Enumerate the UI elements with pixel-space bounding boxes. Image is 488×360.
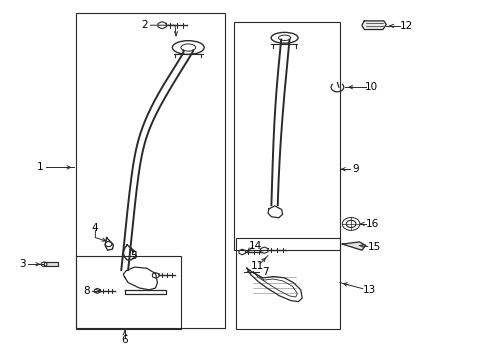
Text: 13: 13	[362, 285, 375, 295]
Text: 8: 8	[82, 286, 89, 296]
Text: 4: 4	[91, 223, 98, 233]
Bar	[236, 238, 340, 329]
Text: 3: 3	[19, 259, 25, 269]
Bar	[76, 256, 181, 329]
Text: 16: 16	[365, 219, 379, 229]
Polygon shape	[361, 21, 386, 30]
Text: 12: 12	[399, 21, 413, 31]
Text: 14: 14	[248, 240, 262, 251]
Text: 11: 11	[250, 261, 264, 271]
Text: 10: 10	[365, 82, 377, 92]
Polygon shape	[342, 242, 365, 250]
Text: 2: 2	[141, 20, 147, 30]
Text: 7: 7	[261, 267, 268, 277]
Bar	[76, 13, 224, 328]
Text: 6: 6	[121, 335, 128, 345]
Text: 5: 5	[129, 251, 136, 261]
Text: 15: 15	[366, 242, 380, 252]
Text: 9: 9	[351, 164, 358, 174]
Polygon shape	[44, 262, 58, 266]
Bar	[233, 22, 340, 250]
Circle shape	[41, 262, 47, 266]
Text: 1: 1	[37, 162, 43, 172]
